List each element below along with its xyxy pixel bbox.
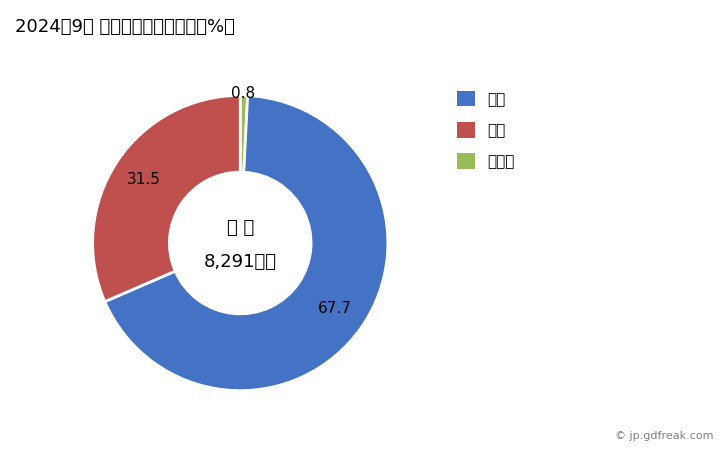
Text: 2024年9月 輸出相手国のシェア（%）: 2024年9月 輸出相手国のシェア（%）	[15, 18, 234, 36]
Wedge shape	[240, 95, 248, 172]
Text: © jp.gdfreak.com: © jp.gdfreak.com	[615, 431, 713, 441]
Wedge shape	[92, 95, 240, 302]
Legend: 豪州, 韓国, その他: 豪州, 韓国, その他	[451, 85, 521, 176]
Wedge shape	[105, 95, 388, 391]
Text: 8,291万円: 8,291万円	[204, 253, 277, 271]
Text: 総 額: 総 額	[226, 219, 254, 237]
Text: 31.5: 31.5	[127, 172, 161, 187]
Text: 67.7: 67.7	[318, 301, 352, 316]
Text: 0.8: 0.8	[231, 86, 256, 101]
